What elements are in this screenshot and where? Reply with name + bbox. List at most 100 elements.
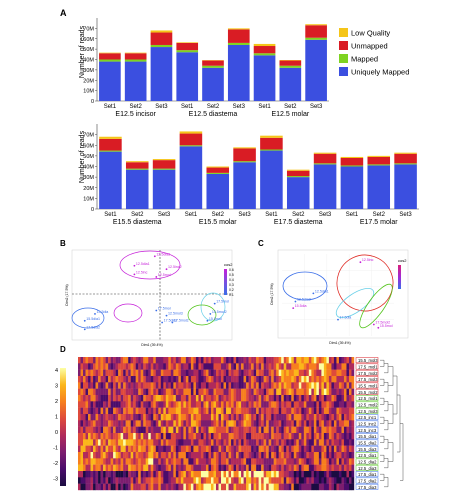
heatmap-cell (103, 382, 106, 389)
heatmap-colorbar-tick: -1 (53, 446, 58, 452)
heatmap-cell (168, 477, 172, 484)
heatmap-cell (346, 395, 350, 402)
heatmap-cell (85, 445, 89, 453)
heatmap-cell (268, 452, 272, 459)
heatmap-cell (205, 420, 209, 427)
heatmap-cell (266, 458, 269, 465)
heatmap-cell (331, 376, 335, 383)
heatmap-cell (278, 433, 282, 440)
heatmap-cell (246, 363, 249, 370)
heatmap-cell (95, 407, 99, 415)
heatmap-cell (158, 363, 161, 370)
heatmap-cell (346, 414, 350, 421)
heatmap-cell (118, 363, 121, 370)
heatmap-cell (155, 458, 159, 465)
heatmap-cell (303, 369, 307, 377)
heatmap-cell (348, 426, 352, 434)
heatmap-cell (236, 376, 239, 383)
heatmap-cell (336, 483, 340, 491)
heatmap-cell (185, 363, 189, 370)
heatmap-cell (110, 426, 114, 434)
heatmap-cell (261, 369, 264, 377)
heatmap-cell (210, 388, 214, 396)
heatmap-cell (128, 433, 131, 440)
legend-label: Low Quality (351, 29, 390, 38)
heatmap-row-label: 12.5_mol1 (358, 396, 378, 401)
heatmap-cell (298, 369, 302, 377)
heatmap-cell (258, 369, 262, 377)
heatmap-cell (198, 363, 202, 370)
heatmap-cell (281, 382, 284, 389)
heatmap-cell (323, 363, 327, 370)
heatmap-cell (338, 445, 342, 453)
heatmap-cell (273, 376, 277, 383)
heatmap-cell (98, 369, 101, 377)
heatmap-cell (153, 363, 156, 370)
heatmap-cell (278, 439, 282, 446)
heatmap-cell (308, 426, 312, 434)
heatmap-cell (113, 483, 116, 491)
heatmap-cell (153, 445, 156, 453)
heatmap-cell (268, 433, 272, 440)
heatmap-cell (150, 464, 154, 472)
bar-segment (367, 155, 391, 157)
heatmap-cell (168, 388, 172, 396)
heatmap-cell (210, 477, 214, 484)
heatmap-cell (88, 464, 91, 472)
heatmap-cell (286, 439, 289, 446)
pca-point-label: 15.5dia (96, 310, 108, 314)
heatmap-cell (336, 363, 340, 370)
heatmap-cell (251, 401, 254, 408)
heatmap-cell (236, 357, 239, 364)
heatmap-cell (98, 407, 101, 415)
heatmap-cell (125, 401, 129, 408)
heatmap-cell (343, 439, 347, 446)
heatmap: 43210-1-2-315.5_mol317.5_mol117.5_mol217… (53, 357, 404, 491)
heatmap-cell (266, 426, 269, 434)
heatmap-cell (130, 439, 134, 446)
heatmap-cell (258, 420, 262, 427)
dendrogram-branch (380, 378, 385, 386)
heatmap-cell (178, 395, 182, 402)
heatmap-cell (323, 357, 327, 364)
heatmap-cell (226, 369, 229, 377)
heatmap-cell (226, 471, 229, 478)
heatmap-cell (281, 458, 284, 465)
heatmap-cell (338, 395, 342, 402)
heatmap-cell (185, 433, 189, 440)
heatmap-cell (303, 363, 307, 370)
heatmap-cell (210, 483, 214, 491)
heatmap-cell (145, 388, 149, 396)
heatmap-cell (313, 363, 317, 370)
pca-b-legend-title: cos2 (224, 262, 233, 267)
heatmap-cell (123, 439, 126, 446)
pca-point (83, 328, 86, 331)
heatmap-cell (221, 376, 224, 383)
heatmap-cell (303, 426, 307, 434)
heatmap-cell (218, 433, 222, 440)
heatmap-cell (316, 433, 320, 440)
heatmap-cell (228, 445, 232, 453)
pca-point (133, 264, 136, 267)
heatmap-cell (318, 388, 322, 396)
heatmap-cell (213, 439, 217, 446)
heatmap-cell (183, 420, 187, 427)
heatmap-cell (100, 420, 104, 427)
heatmap-cell (278, 388, 282, 396)
heatmap-cell (351, 382, 355, 389)
heatmap-cell (200, 483, 204, 491)
heatmap-cell (286, 388, 289, 396)
heatmap-row-box (355, 376, 379, 383)
heatmap-cell (281, 433, 284, 440)
heatmap-cell (120, 433, 124, 440)
heatmap-cell (328, 369, 332, 377)
heatmap-cell (241, 426, 244, 434)
heatmap-cell (173, 382, 177, 389)
heatmap-cell (266, 445, 269, 453)
heatmap-cell (143, 483, 146, 491)
heatmap-cell (105, 388, 109, 396)
pca-point (155, 276, 158, 278)
heatmap-cell (328, 464, 332, 472)
heatmap-cell (213, 388, 217, 396)
pca-point-label: 17.5mol (216, 300, 229, 304)
